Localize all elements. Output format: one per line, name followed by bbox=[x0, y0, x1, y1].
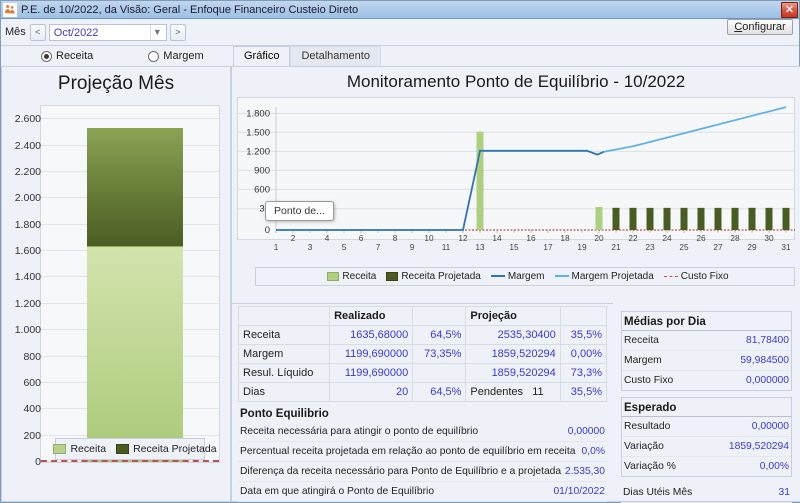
svg-text:600: 600 bbox=[254, 184, 270, 195]
svg-text:4: 4 bbox=[325, 233, 330, 243]
svg-text:7: 7 bbox=[376, 242, 381, 252]
svg-text:19: 19 bbox=[577, 242, 587, 252]
svg-text:0: 0 bbox=[265, 225, 270, 236]
svg-text:13: 13 bbox=[475, 242, 485, 252]
svg-text:1: 1 bbox=[274, 242, 279, 252]
svg-text:21: 21 bbox=[611, 242, 621, 252]
svg-text:31: 31 bbox=[781, 242, 791, 252]
svg-text:9: 9 bbox=[410, 242, 415, 252]
svg-text:5: 5 bbox=[342, 242, 347, 252]
svg-text:8: 8 bbox=[393, 233, 398, 243]
svg-text:16: 16 bbox=[526, 233, 536, 243]
svg-text:14: 14 bbox=[492, 233, 502, 243]
svg-text:10: 10 bbox=[424, 233, 434, 243]
svg-text:12: 12 bbox=[458, 233, 468, 243]
svg-text:1.500: 1.500 bbox=[246, 127, 270, 138]
svg-text:26: 26 bbox=[696, 233, 706, 243]
svg-text:15: 15 bbox=[509, 242, 519, 252]
svg-text:900: 900 bbox=[254, 165, 270, 176]
svg-text:24: 24 bbox=[662, 233, 672, 243]
svg-text:29: 29 bbox=[747, 242, 757, 252]
svg-text:1.800: 1.800 bbox=[246, 108, 270, 119]
svg-text:20: 20 bbox=[594, 233, 604, 243]
svg-text:18: 18 bbox=[560, 233, 570, 243]
svg-text:23: 23 bbox=[645, 242, 655, 252]
svg-text:22: 22 bbox=[628, 233, 638, 243]
svg-text:11: 11 bbox=[442, 242, 451, 252]
svg-text:1.200: 1.200 bbox=[246, 146, 270, 157]
svg-text:2: 2 bbox=[291, 233, 296, 243]
svg-text:30: 30 bbox=[764, 233, 774, 243]
svg-text:6: 6 bbox=[359, 233, 364, 243]
svg-text:27: 27 bbox=[713, 242, 723, 252]
svg-text:28: 28 bbox=[730, 233, 740, 243]
svg-text:25: 25 bbox=[679, 242, 689, 252]
svg-text:17: 17 bbox=[543, 242, 553, 252]
svg-text:3: 3 bbox=[308, 242, 313, 252]
